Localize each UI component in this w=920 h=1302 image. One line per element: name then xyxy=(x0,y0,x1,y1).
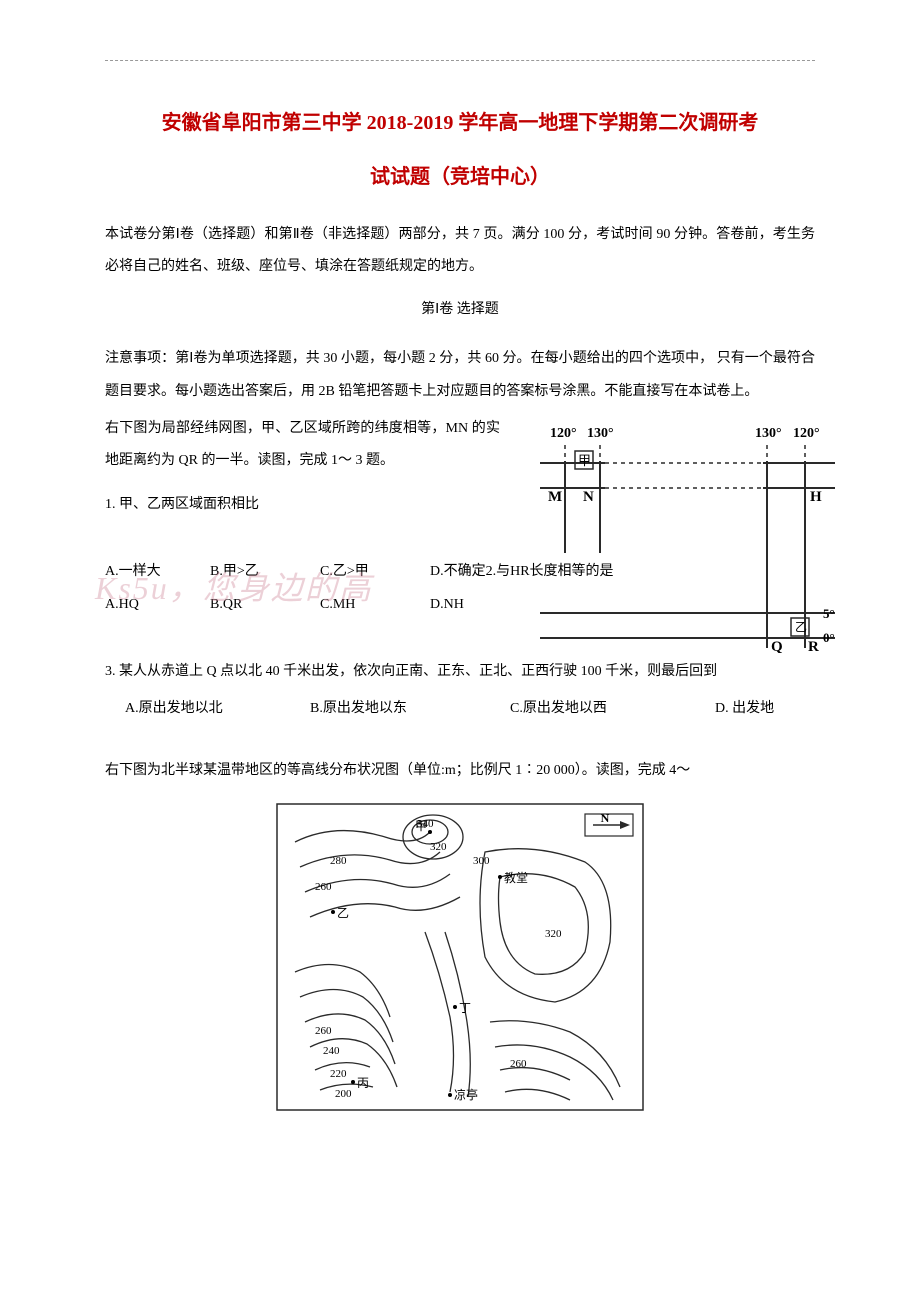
section-header: 第Ⅰ卷 选择题 xyxy=(105,298,815,318)
q2-option-a: A.HQ xyxy=(105,589,210,621)
q1-option-c: C.乙>甲 xyxy=(320,556,430,588)
point-bing: 丙 xyxy=(357,1076,369,1090)
point-church: 教堂 xyxy=(504,870,528,885)
point-yi: 乙 xyxy=(337,906,349,920)
north-label: N xyxy=(601,811,610,825)
contour-300: 300 xyxy=(473,855,490,867)
question-block-1-3: Ks5u，您身边的高 120° 130° 130° 120° xyxy=(105,413,815,621)
q3-option-d: D. 出发地 xyxy=(715,693,774,725)
point-m: M xyxy=(548,489,562,505)
top-rule xyxy=(105,60,815,61)
point-n: N xyxy=(583,489,594,505)
q2-option-b: B.QR xyxy=(210,589,320,621)
contour-intro: 右下图为北半球某温带地区的等高线分布状况图（单位:m；比例尺 1∶20 000）… xyxy=(105,755,815,787)
notice-text: 注意事项：第Ⅰ卷为单项选择题，共 30 小题，每小题 2 分，共 60 分。在每… xyxy=(105,343,815,407)
q3-option-a: A.原出发地以北 xyxy=(125,693,310,725)
point-h: H xyxy=(810,489,822,505)
region-jia: 甲 xyxy=(578,453,591,468)
contour-220: 220 xyxy=(330,1068,347,1080)
label-120-left: 120° xyxy=(550,426,577,441)
contour-320-2: 320 xyxy=(430,841,447,853)
question-1: 1. 甲、乙两区域面积相比 xyxy=(105,489,500,521)
point-pavilion: 凉亭 xyxy=(454,1087,478,1102)
contour-260-3: 260 xyxy=(510,1058,527,1070)
document-title-line1: 安徽省阜阳市第三中学 2018-2019 学年高一地理下学期第二次调研考 xyxy=(105,101,815,145)
contour-320: 320 xyxy=(545,928,562,940)
q3-options: A.原出发地以北 B.原出发地以东 C.原出发地以西 D. 出发地 xyxy=(105,693,815,725)
point-q: Q xyxy=(771,639,783,653)
point-ding: 丁 xyxy=(459,1001,471,1015)
question-3-section: 3. 某人从赤道上 Q 点以北 40 千米出发，依次向正南、正东、正北、正西行驶… xyxy=(105,656,815,725)
contour-map-diagram: N 280 260 320 300 xyxy=(275,802,645,1112)
document-title-line2: 试试题（竞培中心） xyxy=(105,155,815,199)
point-jia: 甲 xyxy=(415,819,427,833)
question-3: 3. 某人从赤道上 Q 点以北 40 千米出发，依次向正南、正东、正北、正西行驶… xyxy=(105,656,815,688)
q2-option-d: D.NH xyxy=(430,589,464,621)
q1-option-b: B.甲>乙 xyxy=(210,556,320,588)
point-r: R xyxy=(808,639,819,653)
label-130-left: 130° xyxy=(587,426,614,441)
q3-option-b: B.原出发地以东 xyxy=(310,693,510,725)
label-120-right: 120° xyxy=(793,426,820,441)
question-context-1: 右下图为局部经纬网图，甲、乙区域所跨的纬度相等，MN 的实地距离约为 QR 的一… xyxy=(105,413,500,477)
q3-option-c: C.原出发地以西 xyxy=(510,693,715,725)
contour-260-2: 260 xyxy=(315,1025,332,1037)
q2-option-c: C.MH xyxy=(320,589,430,621)
grid-diagram: 120° 130° 130° 120° 甲 xyxy=(535,423,845,653)
q1-option-a: A.一样大 xyxy=(105,556,210,588)
contour-280: 280 xyxy=(330,855,347,867)
contour-260-1: 260 xyxy=(315,881,332,893)
contour-240: 240 xyxy=(323,1045,340,1057)
label-0deg: 0° xyxy=(823,630,835,645)
label-130-right: 130° xyxy=(755,426,782,441)
label-5deg: 5° xyxy=(823,606,835,621)
region-yi: 乙 xyxy=(795,620,807,634)
q2-options: A.HQ B.QR C.MH D.NH xyxy=(105,589,500,621)
contour-200: 200 xyxy=(335,1088,352,1100)
intro-paragraph: 本试卷分第Ⅰ卷（选择题）和第Ⅱ卷（非选择题）两部分，共 7 页。满分 100 分… xyxy=(105,219,815,283)
